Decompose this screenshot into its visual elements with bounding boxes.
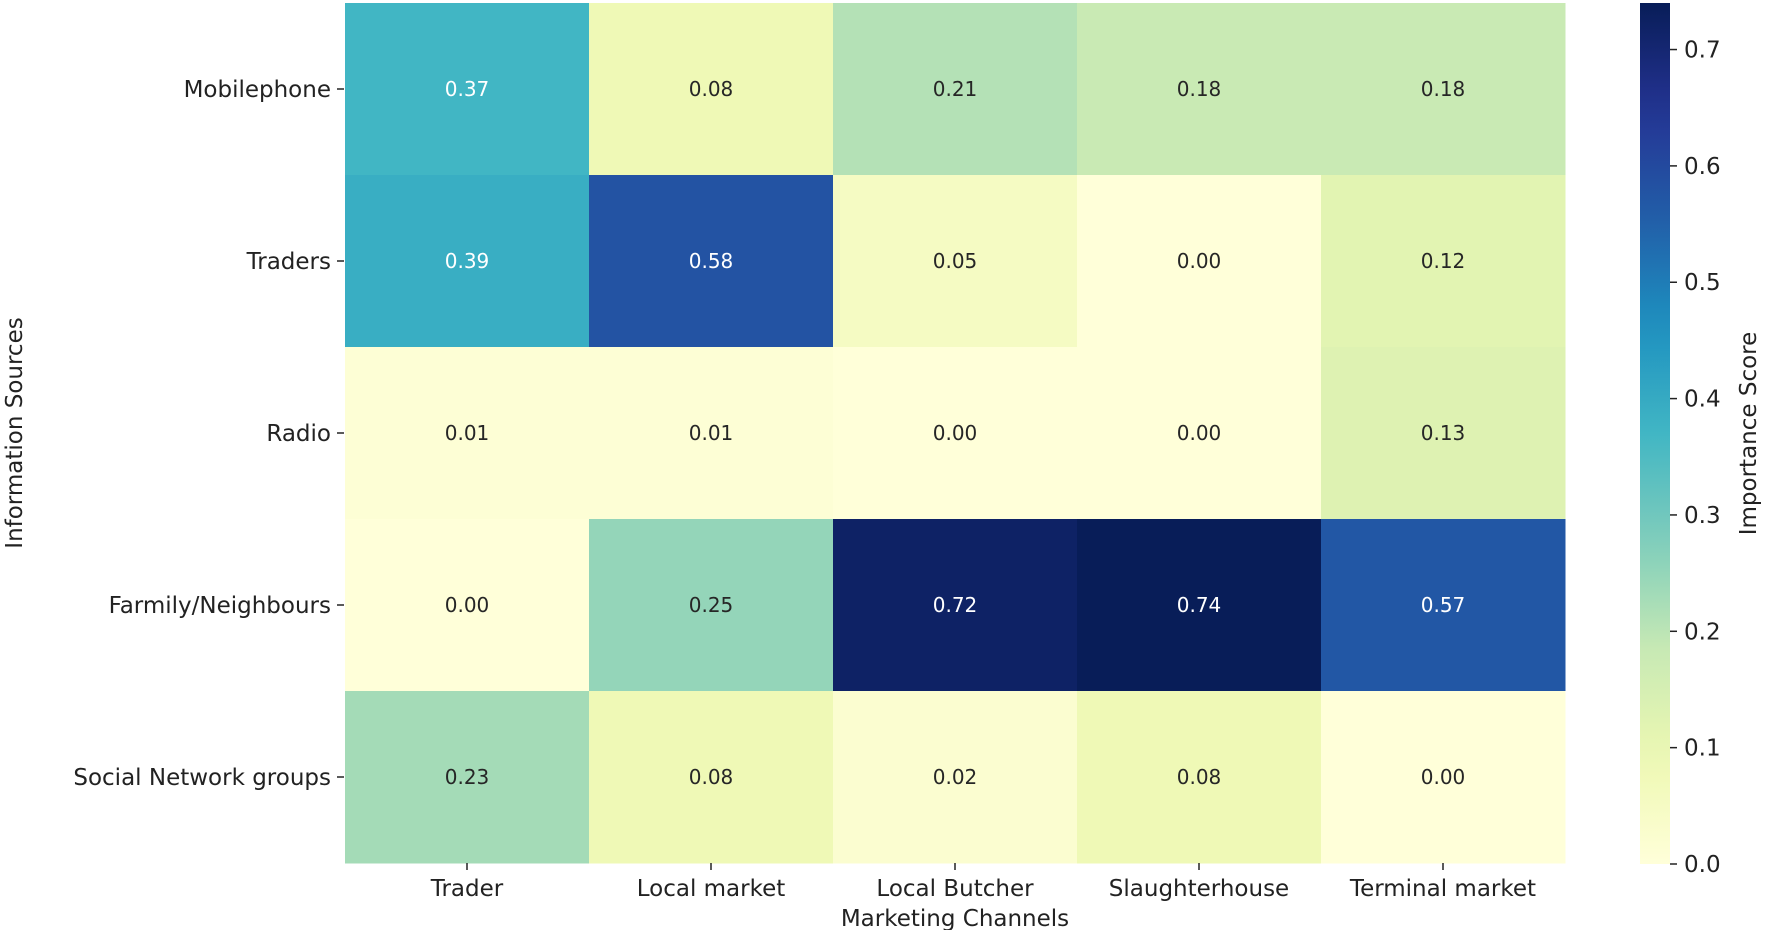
- colorbar: 0.0 0.1 0.2 0.3 0.4 0.5 0.6 0.7: [1640, 3, 1721, 878]
- cell-value-label: 0.00: [1177, 249, 1222, 273]
- heatmap-cell: [833, 519, 1078, 692]
- heatmap-cell: [345, 3, 590, 176]
- x-axis-label: Marketing Channels: [841, 906, 1069, 930]
- cell-value-label: 0.01: [689, 421, 734, 445]
- heatmap-cell: [1077, 519, 1322, 692]
- heatmap-cell: [1077, 347, 1322, 520]
- cell-value-label: 0.00: [1177, 421, 1222, 445]
- heatmap-cell: [1321, 175, 1566, 348]
- heatmap-cell: [833, 347, 1078, 520]
- heatmap-cell: [345, 691, 590, 864]
- y-tick-label: Social Network groups: [73, 765, 331, 791]
- heatmap-cell: [1321, 3, 1566, 176]
- cell-value-label: 0.02: [933, 765, 978, 789]
- heatmap-cell: [1321, 519, 1566, 692]
- heatmap-cell: [1077, 175, 1322, 348]
- cell-value-label: 0.25: [689, 593, 734, 617]
- heatmap-cell: [1077, 691, 1322, 864]
- heatmap-cell: [589, 3, 834, 176]
- heatmap-cell-labels: 0.37 0.08 0.21 0.18 0.18 0.39 0.58 0.05 0.00 0.12…: [445, 77, 1466, 789]
- cell-value-label: 0.00: [445, 593, 490, 617]
- heatmap-cell: [589, 175, 834, 348]
- colorbar-label: Importance Score: [1736, 332, 1762, 536]
- x-tick-label: Trader: [430, 876, 504, 902]
- y-tick-label: Mobilephone: [184, 77, 331, 103]
- cell-value-label: 0.08: [1177, 765, 1222, 789]
- colorbar-tick-label: 0.4: [1684, 387, 1721, 413]
- colorbar-tick-label: 0.0: [1684, 852, 1721, 878]
- cell-value-label: 0.37: [445, 77, 490, 101]
- colorbar-tick-label: 0.1: [1684, 736, 1721, 762]
- x-tick-label: Terminal market: [1349, 876, 1536, 902]
- cell-value-label: 0.08: [689, 77, 734, 101]
- y-tick-label: Radio: [266, 421, 331, 447]
- cell-value-label: 0.01: [445, 421, 490, 445]
- x-tick-label: Local market: [637, 876, 786, 902]
- colorbar-tick-label: 0.5: [1684, 270, 1721, 296]
- colorbar-tick-label: 0.7: [1684, 38, 1721, 64]
- y-tick-label: Traders: [246, 249, 331, 275]
- heatmap-cell: [589, 347, 834, 520]
- cell-value-label: 0.74: [1177, 593, 1222, 617]
- cell-value-label: 0.58: [689, 249, 734, 273]
- cell-value-label: 0.13: [1421, 421, 1466, 445]
- heatmap-cell: [1321, 691, 1566, 864]
- cell-value-label: 0.18: [1177, 77, 1222, 101]
- heatmap-cell: [345, 347, 590, 520]
- heatmap-cell: [589, 519, 834, 692]
- y-axis-ticks: Mobilephone Traders Radio Farmily/Neighbour…: [73, 77, 344, 791]
- cell-value-label: 0.00: [933, 421, 978, 445]
- x-tick-label: Slaughterhouse: [1109, 876, 1289, 902]
- heatmap-cell: [345, 519, 590, 692]
- cell-value-label: 0.39: [445, 249, 490, 273]
- heatmap-cell: [833, 691, 1078, 864]
- colorbar-tick-label: 0.3: [1684, 503, 1721, 529]
- heatmap-cells: [345, 3, 1566, 864]
- cell-value-label: 0.21: [933, 77, 978, 101]
- heatmap-cell: [833, 175, 1078, 348]
- heatmap-cell: [833, 3, 1078, 176]
- heatmap-cell: [589, 691, 834, 864]
- cell-value-label: 0.00: [1421, 765, 1466, 789]
- cell-value-label: 0.18: [1421, 77, 1466, 101]
- y-tick-label: Farmily/Neighbours: [109, 593, 331, 619]
- cell-value-label: 0.12: [1421, 249, 1466, 273]
- x-tick-label: Local Butcher: [876, 876, 1034, 902]
- y-axis-label: Information Sources: [2, 317, 28, 548]
- colorbar-tick-label: 0.2: [1684, 619, 1721, 645]
- cell-value-label: 0.08: [689, 765, 734, 789]
- cell-value-label: 0.57: [1421, 593, 1466, 617]
- heatmap-cell: [1321, 347, 1566, 520]
- colorbar-tick-label: 0.6: [1684, 154, 1721, 180]
- heatmap-cell: [1077, 3, 1322, 176]
- cell-value-label: 0.05: [933, 249, 978, 273]
- colorbar-gradient: [1640, 3, 1670, 864]
- x-axis-ticks: Trader Local market Local Butcher Slaughter…: [430, 863, 1536, 902]
- cell-value-label: 0.72: [933, 593, 978, 617]
- cell-value-label: 0.23: [445, 765, 490, 789]
- heatmap-cell: [345, 175, 590, 348]
